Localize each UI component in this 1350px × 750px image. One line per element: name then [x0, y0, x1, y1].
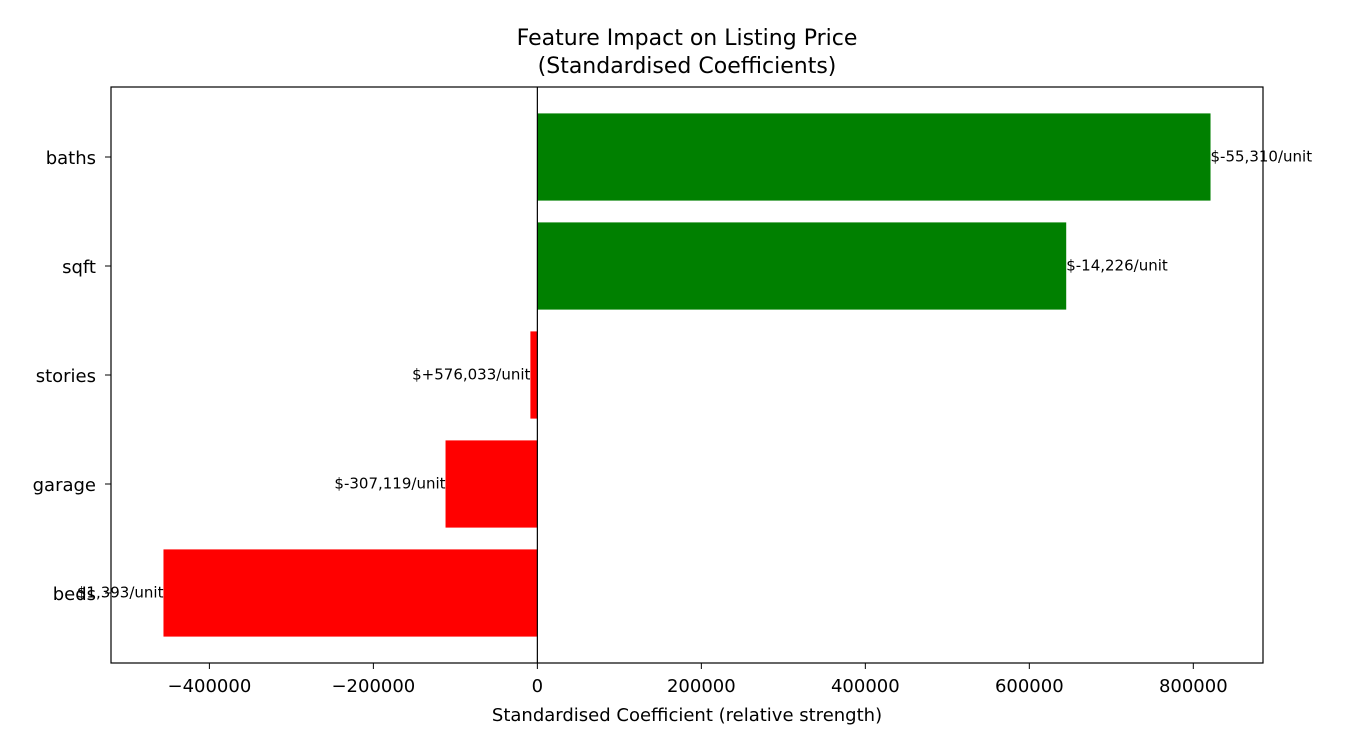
bar-annotation: $-55,310/unit	[1211, 148, 1313, 166]
bar-annotation: $1,393/unit	[77, 584, 164, 602]
x-tick-label: 600000	[995, 676, 1064, 697]
x-tick-label: 0	[532, 676, 543, 697]
y-tick-label: stories	[36, 366, 96, 387]
bar	[537, 222, 1067, 310]
bar-annotation: $+576,033/unit	[412, 366, 530, 384]
x-tick-label: −200000	[331, 676, 415, 697]
bar-annotation: $-14,226/unit	[1066, 257, 1168, 275]
y-tick-label: sqft	[62, 257, 96, 278]
bar	[163, 549, 538, 637]
x-tick-label: 400000	[831, 676, 900, 697]
y-tick-label: garage	[33, 475, 96, 496]
x-tick-label: 800000	[1159, 676, 1228, 697]
bar	[537, 113, 1211, 201]
y-tick-label: baths	[46, 148, 96, 169]
bar	[530, 331, 538, 419]
y-tick-label: beds	[53, 584, 96, 605]
bar	[445, 440, 538, 528]
x-axis-label: Standardised Coefficient (relative stren…	[492, 705, 882, 726]
x-tick-label: −400000	[167, 676, 251, 697]
chart-title: Feature Impact on Listing Price	[517, 26, 858, 51]
bar-annotation: $-307,119/unit	[334, 475, 445, 493]
x-tick-label: 200000	[667, 676, 736, 697]
chart-subtitle: (Standardised Coefficients)	[538, 54, 837, 79]
plot-frame	[110, 86, 1264, 664]
